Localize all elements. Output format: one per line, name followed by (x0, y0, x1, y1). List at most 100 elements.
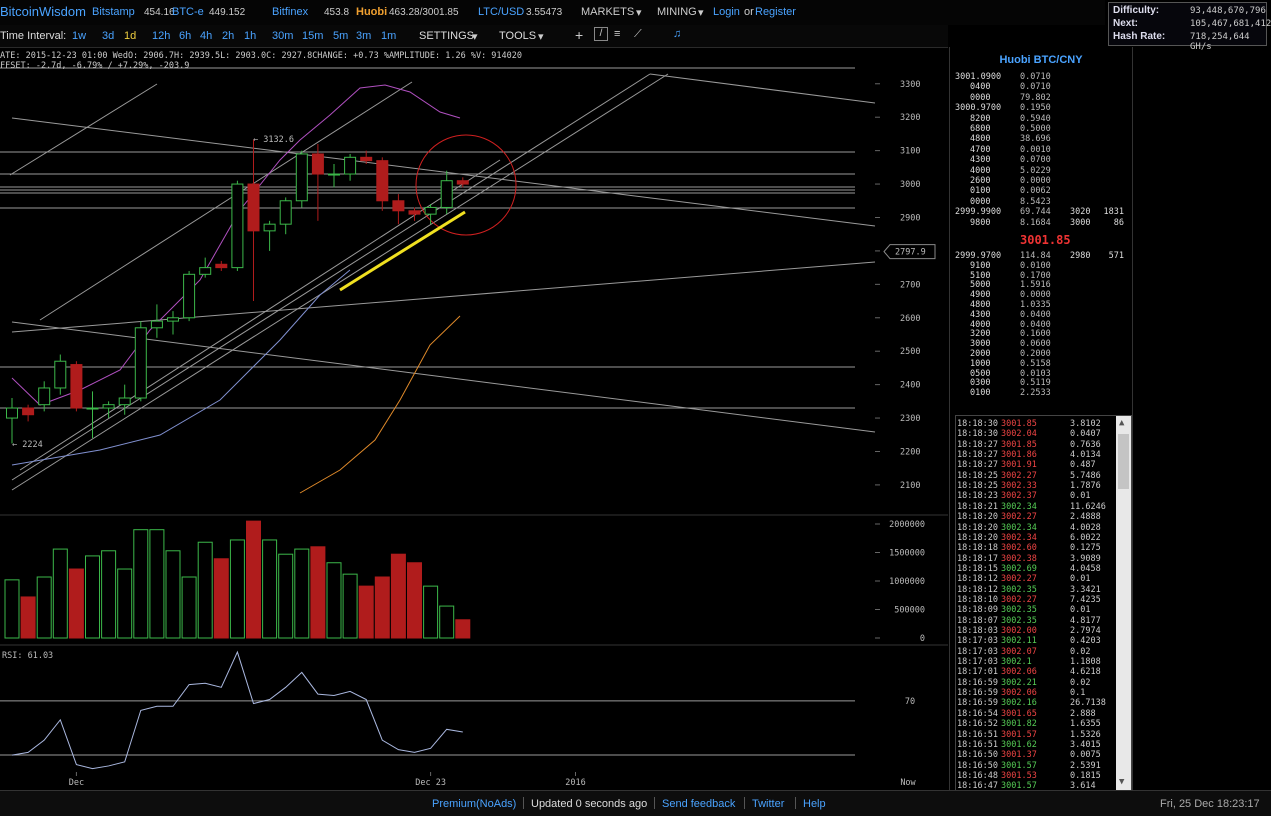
ticker-name[interactable]: BTC-e (172, 6, 204, 18)
footer-link[interactable]: Help (803, 798, 826, 810)
login[interactable]: Login (713, 6, 740, 18)
book-amount: 0.1700 (1020, 270, 1051, 281)
interval[interactable]: 30m (272, 30, 294, 42)
pen-icon[interactable]: ⟋ (634, 28, 642, 40)
interval[interactable]: 15m (302, 30, 324, 42)
volume-bar (68, 568, 84, 639)
trade-price: 3001.82 (1001, 719, 1037, 730)
trade-amount: 26.7138 (1070, 698, 1106, 709)
y-tick-label: 2600 (900, 314, 920, 324)
menu-mining[interactable]: MINING (657, 6, 697, 18)
scroll-thumb[interactable] (1118, 434, 1129, 489)
volume-tick-label: 500000 (894, 605, 925, 615)
book-price: 8200 (970, 113, 991, 124)
volume-bar (229, 539, 245, 639)
scroll-down[interactable]: ▼ (1119, 777, 1125, 787)
trade-time: 18:18:20 (957, 512, 998, 523)
book-amount: 5.0229 (1020, 165, 1051, 176)
book-count: 571 (1108, 251, 1124, 261)
interval[interactable]: 12h (152, 30, 171, 42)
trade-time: 18:17:01 (957, 667, 998, 678)
logo[interactable]: BitcoinWisdom (0, 4, 86, 19)
hlines-icon[interactable]: ≡ (614, 28, 621, 40)
trade-time: 18:16:54 (957, 708, 998, 719)
ticker-name[interactable]: Bitstamp (92, 6, 135, 18)
stat-label: Difficulty: (1113, 5, 1160, 16)
book-amount: 1.5916 (1020, 280, 1051, 291)
interval[interactable]: 4h (200, 30, 213, 42)
y-tick-label: 2400 (900, 381, 920, 391)
crosshair-icon[interactable]: + (575, 27, 584, 43)
trade-price: 3001.57 (1001, 760, 1037, 771)
trade-price: 3001.62 (1001, 739, 1037, 750)
trade-time: 18:16:52 (957, 719, 998, 730)
book-price: 4800 (970, 134, 991, 145)
ticker-name[interactable]: LTC/USD (478, 6, 525, 18)
scroll-up[interactable]: ▲ (1119, 418, 1125, 428)
candle-body (456, 180, 469, 185)
candle-body (38, 387, 51, 406)
register[interactable]: Register (755, 6, 796, 18)
trade-amount: 4.6218 (1070, 667, 1101, 678)
trade-price: 3002.04 (1001, 429, 1037, 440)
interval[interactable]: 1w (72, 30, 87, 42)
book-amount: 8.5423 (1020, 196, 1051, 207)
trade-amount: 0.0075 (1070, 750, 1101, 761)
settings[interactable]: SETTINGS (419, 30, 475, 42)
trade-amount: 3.4015 (1070, 739, 1101, 750)
candle-body (311, 153, 324, 175)
interval[interactable]: 2h (222, 30, 235, 42)
volume-bar (310, 546, 326, 639)
top-bar: BitcoinWisdom MARKETS ▾ MINING ▾ Login o… (0, 0, 1105, 25)
trade-price: 3001.57 (1001, 729, 1037, 740)
menu-markets[interactable]: MARKETS (581, 6, 635, 18)
interval[interactable]: 6h (179, 30, 192, 42)
line-icon[interactable]: / (594, 27, 608, 41)
footer-link[interactable]: Send feedback (662, 798, 736, 810)
trade-time: 18:18:10 (957, 594, 998, 605)
book-amount: 0.0062 (1020, 186, 1051, 197)
interval[interactable]: 5m (333, 30, 349, 42)
trade-amount: 3.8102 (1070, 419, 1101, 429)
volume-bar (149, 529, 165, 639)
book-amount: 8.1684 (1020, 217, 1051, 228)
volume-bar (439, 605, 455, 639)
trade-amount: 2.5391 (1070, 760, 1101, 771)
interval[interactable]: 3d (102, 30, 115, 42)
trade-price: 3002.1 (1001, 657, 1032, 668)
ticker-name[interactable]: Huobi (356, 6, 388, 18)
interval[interactable]: 1m (381, 30, 397, 42)
trade-amount: 0.02 (1070, 646, 1091, 657)
volume-bar (20, 596, 36, 639)
trade-price: 3002.34 (1001, 532, 1037, 543)
volume-bar (52, 548, 68, 639)
candle-body (231, 183, 244, 269)
interval[interactable]: 3m (356, 30, 372, 42)
footer-link[interactable]: Twitter (752, 798, 785, 810)
ticker-name[interactable]: Bitfinex (272, 6, 309, 18)
trade-amount: 0.1815 (1070, 770, 1101, 781)
trade-price: 3002.16 (1001, 698, 1037, 709)
alert-icon[interactable]: ♫ (673, 28, 682, 40)
book-price: 4900 (970, 290, 991, 301)
interval[interactable]: 1h (244, 30, 257, 42)
scrollbar[interactable]: ▲ ▼ (1116, 416, 1131, 791)
volume-bar (374, 576, 390, 639)
book-amount: 0.5158 (1020, 358, 1051, 369)
trade-time: 18:16:50 (957, 750, 998, 761)
volume-bar (197, 541, 213, 639)
tools[interactable]: TOOLS (499, 30, 537, 42)
book-amount: 0.0600 (1020, 339, 1051, 350)
interval[interactable]: 1d (124, 30, 137, 42)
book-price: 3200 (970, 329, 991, 340)
trade-price: 3002.27 (1001, 594, 1037, 605)
trade-amount: 3.9089 (1070, 553, 1101, 564)
trade-amount: 0.1 (1070, 688, 1086, 699)
volume-bar (262, 539, 278, 639)
footer-link[interactable]: Premium(NoAds) (432, 798, 517, 810)
trade-price: 3002.11 (1001, 636, 1037, 647)
book-price: 2999.9700 (955, 251, 1002, 261)
book-amount: 0.2000 (1020, 349, 1051, 359)
trade-price: 3001.85 (1001, 439, 1037, 450)
